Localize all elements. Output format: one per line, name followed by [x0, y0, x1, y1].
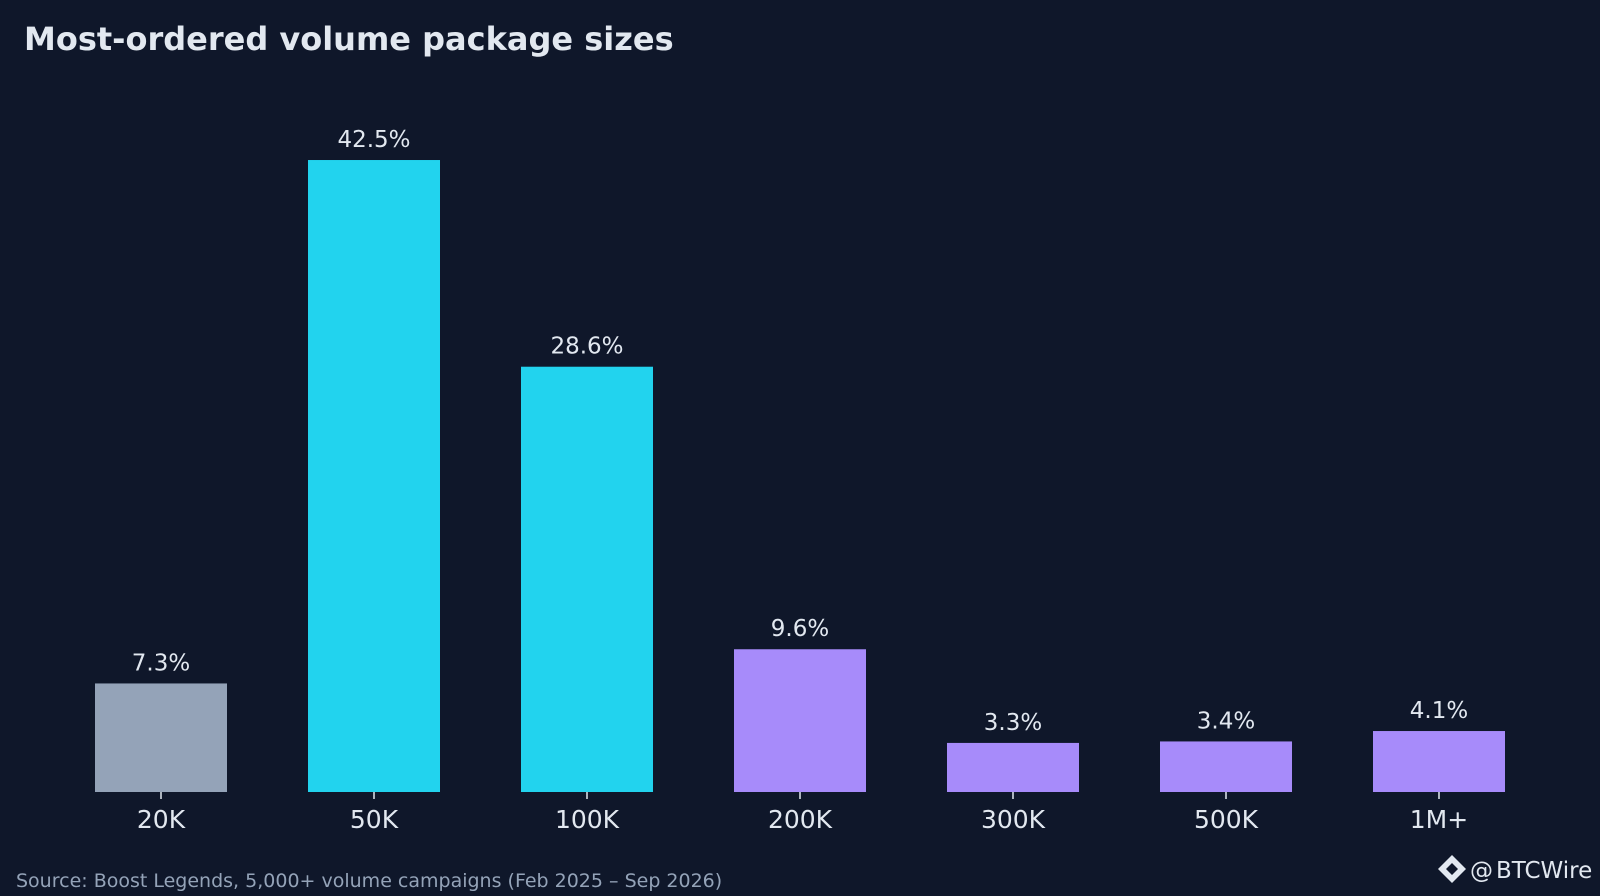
x-tick-label: 50K	[350, 805, 399, 834]
value-label: 28.6%	[550, 334, 623, 360]
x-tick-label: 100K	[555, 805, 620, 834]
x-tick-label: 20K	[137, 805, 186, 834]
chart-title: Most-ordered volume package sizes	[24, 20, 674, 58]
x-tick-label: 500K	[1194, 805, 1259, 834]
value-labels-group: 7.3% 42.5% 28.6% 9.6% 3.3% 3.4% 4.1%	[132, 127, 1468, 736]
bar-200k	[734, 649, 866, 792]
bar-1m-plus	[1373, 731, 1505, 792]
bar-20k	[95, 683, 227, 792]
brand-watermark: @ BTCWire	[1438, 855, 1592, 884]
value-label: 7.3%	[132, 650, 190, 676]
bar-500k	[1160, 741, 1292, 792]
brand-name: BTCWire	[1496, 858, 1592, 884]
value-label: 3.3%	[984, 710, 1042, 736]
bar-300k	[947, 742, 1079, 792]
source-note: Source: Boost Legends, 5,000+ volume cam…	[16, 870, 722, 892]
value-label: 9.6%	[771, 616, 829, 642]
value-label: 42.5%	[337, 127, 410, 153]
x-tick-label: 1M+	[1410, 805, 1468, 834]
bars-group	[95, 160, 1505, 792]
bar-100k	[521, 366, 653, 792]
bar-50k	[308, 160, 440, 792]
value-label: 4.1%	[1410, 698, 1468, 724]
diamond-logo-icon	[1438, 855, 1466, 883]
x-tick-label: 200K	[768, 805, 833, 834]
value-label: 3.4%	[1197, 708, 1255, 734]
brand-at-sign: @	[1470, 858, 1493, 884]
x-tick-label: 300K	[981, 805, 1046, 834]
x-axis-ticks-group: 20K 50K 100K 200K 300K 500K 1M+	[137, 792, 1468, 834]
